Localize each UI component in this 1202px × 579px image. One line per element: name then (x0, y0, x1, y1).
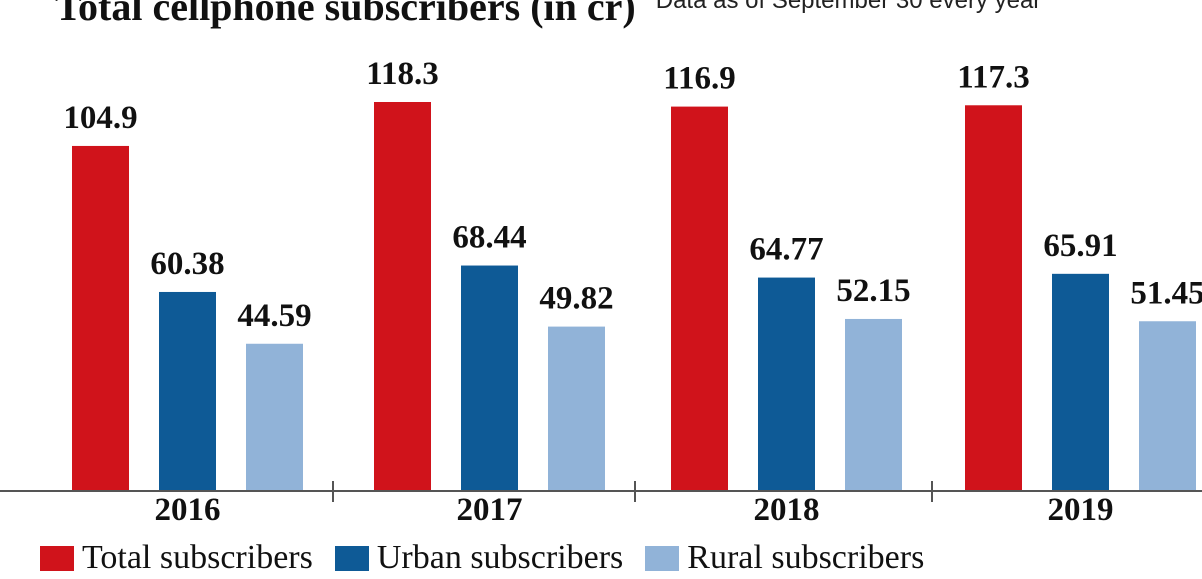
legend-swatch-rural (645, 545, 680, 571)
value-label-rural-2017: 49.82 (539, 281, 613, 317)
bar-total-2018 (671, 106, 728, 491)
chart-subtitle: Data as of September 30 every year (656, 0, 1042, 14)
legend-label-total: Total subscribers (82, 539, 313, 576)
value-label-urban-2019: 65.91 (1043, 228, 1117, 264)
value-label-rural-2019: 51.45 (1130, 275, 1202, 311)
bar-rural-2019 (1139, 321, 1196, 490)
bars-layer: 104.9 60.38 44.59 118.3 68.44 49.82 116.9 64.77… (63, 56, 1202, 491)
legend-label-urban: Urban subscribers (376, 539, 624, 576)
value-label-total-2017: 118.3 (366, 56, 438, 92)
value-label-urban-2016: 60.38 (150, 246, 224, 282)
value-label-urban-2018: 64.77 (749, 232, 823, 268)
legend-item-total: Total subscribers (40, 539, 313, 577)
chart-title-main: Total cellphone subscribers (in cr) (55, 0, 636, 29)
value-label-total-2019: 117.3 (957, 59, 1029, 95)
category-label-2016: 2016 (155, 492, 221, 528)
bar-rural-2018 (845, 318, 902, 490)
legend: Total subscribers Urban subscribers Rura… (40, 538, 946, 578)
bar-urban-2017 (461, 265, 518, 490)
category-label-2017: 2017 (457, 492, 523, 528)
bar-rural-2016 (246, 343, 303, 490)
value-label-total-2018: 116.9 (663, 61, 735, 97)
bar-urban-2016 (159, 291, 216, 490)
value-label-total-2016: 104.9 (63, 100, 137, 136)
legend-label-rural: Rural subscribers (687, 539, 925, 576)
category-label-2018: 2018 (754, 492, 820, 528)
bar-rural-2017 (548, 326, 605, 490)
bar-urban-2019 (1052, 273, 1109, 490)
bar-urban-2018 (758, 277, 815, 490)
value-label-rural-2018: 52.15 (836, 273, 910, 309)
chart-title: Total cellphone subscribers (in cr) Data… (55, 0, 1041, 29)
legend-item-urban: Urban subscribers (334, 539, 624, 577)
legend-swatch-total (40, 545, 74, 571)
legend-item-rural: Rural subscribers (645, 539, 924, 577)
value-label-rural-2016: 44.59 (237, 298, 311, 334)
category-label-2019: 2019 (1048, 492, 1114, 528)
axis-layer: 2016 2017 2018 2019 (0, 481, 1202, 528)
bar-total-2017 (374, 102, 431, 490)
bar-total-2016 (72, 145, 129, 490)
legend-swatch-urban (334, 545, 369, 571)
value-label-urban-2017: 68.44 (452, 220, 526, 256)
bar-total-2019 (965, 105, 1022, 491)
